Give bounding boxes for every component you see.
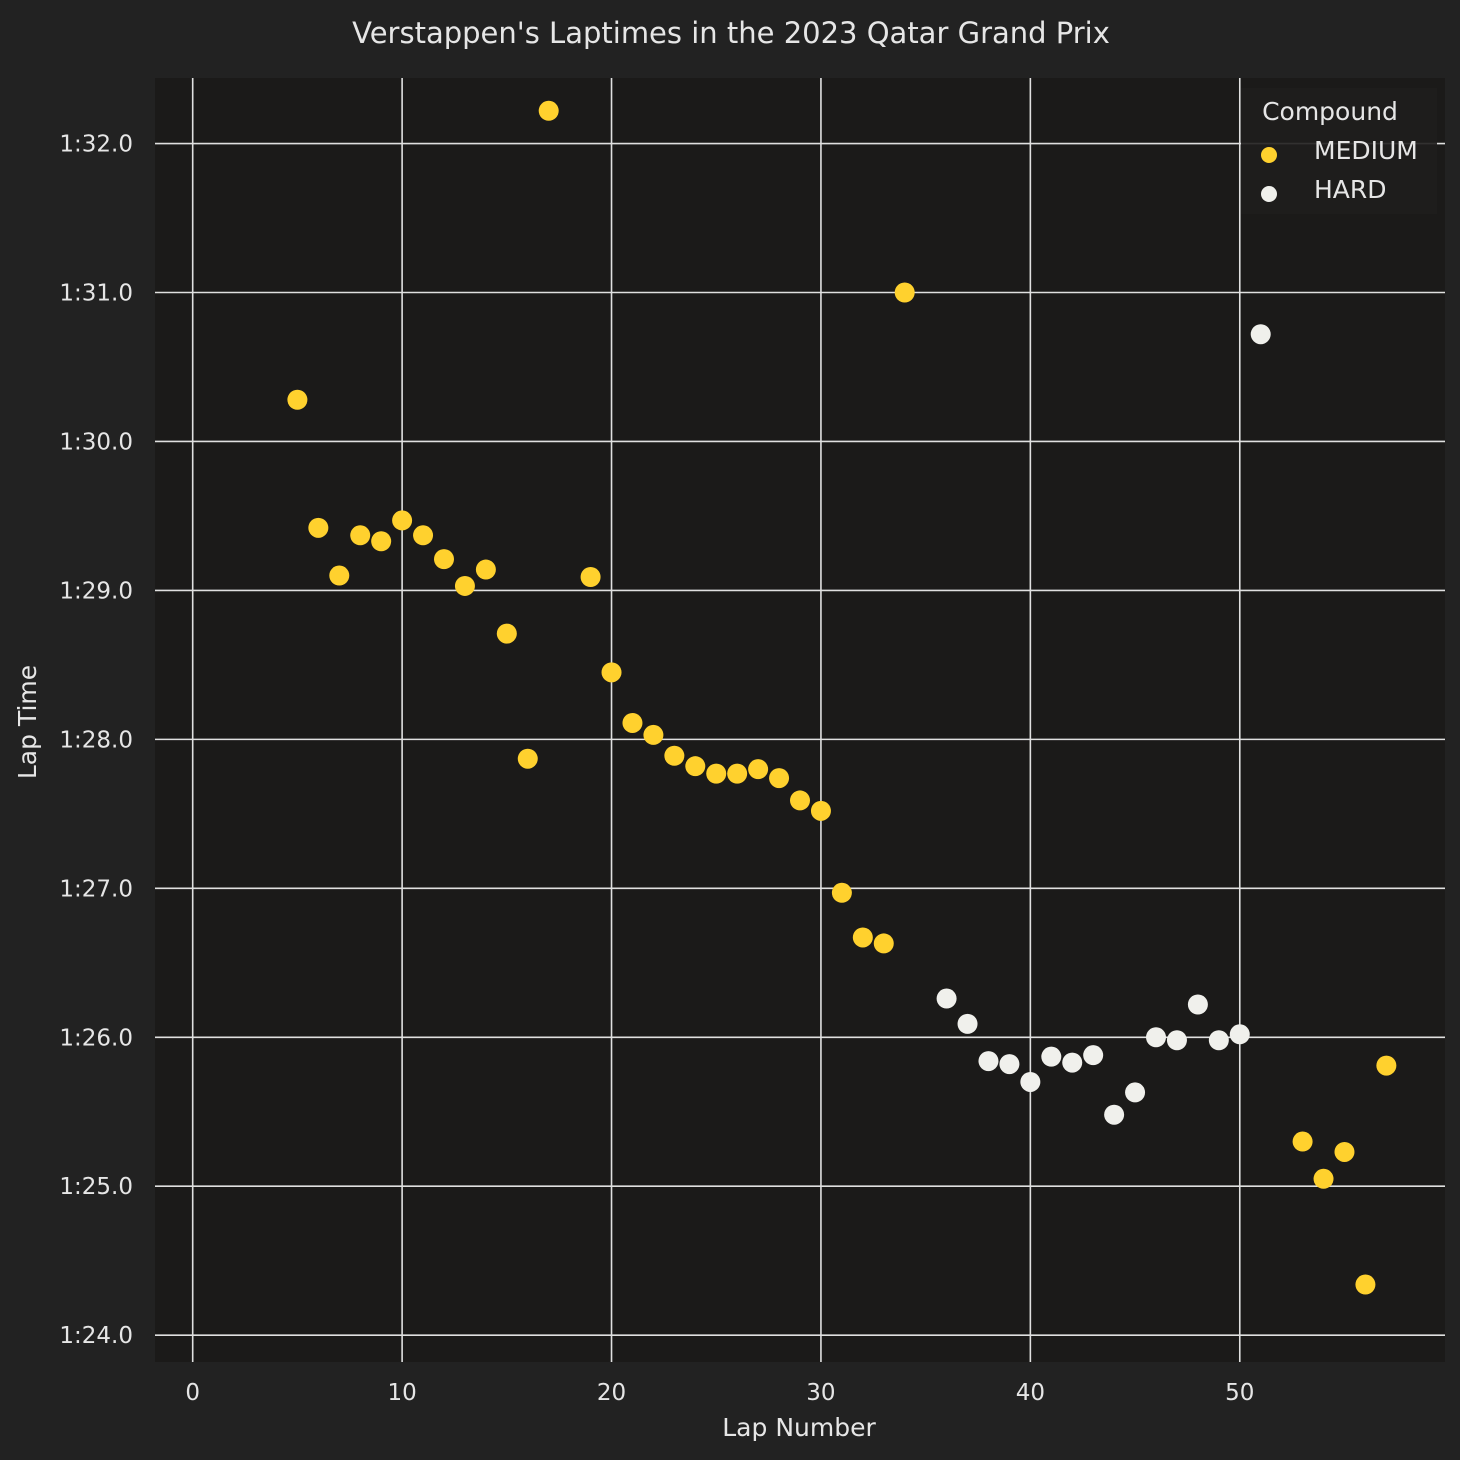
data-point-medium <box>308 517 329 538</box>
data-point-hard <box>1229 1024 1250 1045</box>
data-point-medium <box>810 800 831 821</box>
data-point-medium <box>622 712 643 733</box>
data-point-medium <box>433 549 454 570</box>
data-point-medium <box>392 510 413 531</box>
y-tick-label: 1:32.0 <box>59 132 133 158</box>
data-point-medium <box>350 525 371 546</box>
legend-marker-hard <box>1261 186 1277 202</box>
chart-title: Verstappen's Laptimes in the 2023 Qatar … <box>352 16 1110 50</box>
data-point-hard <box>1166 1030 1187 1051</box>
data-point-medium <box>1334 1141 1355 1162</box>
y-tick-label: 1:25.0 <box>59 1174 133 1200</box>
legend-label-medium: MEDIUM <box>1314 136 1418 165</box>
legend-label-hard: HARD <box>1314 175 1387 204</box>
y-tick-label: 1:31.0 <box>59 280 133 306</box>
data-point-medium <box>790 790 810 811</box>
data-point-hard <box>1146 1027 1167 1048</box>
y-tick-label: 1:28.0 <box>59 727 133 753</box>
data-point-medium <box>371 531 392 552</box>
data-point-medium <box>706 763 727 784</box>
data-point-medium <box>1313 1168 1334 1189</box>
y-axis-label: Lap Time <box>13 665 42 779</box>
legend: Compound MEDIUM HARD <box>1241 88 1437 214</box>
data-point-hard <box>1083 1045 1104 1066</box>
data-point-medium <box>727 763 748 784</box>
data-point-medium <box>517 748 538 769</box>
x-tick-label: 30 <box>806 1380 835 1406</box>
x-tick-label: 10 <box>387 1380 416 1406</box>
data-point-medium <box>1355 1274 1376 1295</box>
data-point-medium <box>873 933 894 954</box>
x-axis-label: Lap Number <box>722 1413 876 1442</box>
plot-area <box>155 78 1445 1362</box>
x-tick-label: 40 <box>1016 1380 1045 1406</box>
data-point-medium <box>454 575 475 596</box>
data-point-medium <box>1292 1131 1313 1152</box>
data-point-hard <box>1041 1046 1062 1067</box>
data-point-medium <box>287 389 308 410</box>
data-point-hard <box>1020 1071 1041 1092</box>
series-medium <box>287 100 1397 1295</box>
data-point-medium <box>413 525 434 546</box>
data-point-medium <box>852 927 873 948</box>
data-point-hard <box>1208 1030 1229 1051</box>
legend-title: Compound <box>1262 97 1398 126</box>
x-tick-label: 20 <box>597 1380 626 1406</box>
data-point-hard <box>957 1013 978 1034</box>
data-point-hard <box>1250 324 1271 345</box>
data-point-hard <box>1125 1082 1146 1103</box>
data-point-medium <box>580 567 601 588</box>
y-tick-label: 1:26.0 <box>59 1025 133 1051</box>
data-point-medium <box>496 623 517 644</box>
data-point-medium <box>894 282 915 303</box>
data-point-hard <box>1062 1052 1083 1073</box>
y-tick-label: 1:29.0 <box>59 578 133 604</box>
data-points <box>287 100 1397 1295</box>
data-point-medium <box>748 759 769 780</box>
data-point-hard <box>978 1051 999 1072</box>
data-point-medium <box>475 559 496 580</box>
data-point-hard <box>1187 994 1208 1015</box>
x-axis-tick-labels: 0 10 20 30 40 50 <box>185 1380 1254 1406</box>
grid-lines <box>155 78 1445 1362</box>
data-point-hard <box>999 1054 1020 1075</box>
data-point-hard <box>936 988 957 1009</box>
x-tick-label: 0 <box>185 1380 200 1406</box>
data-point-medium <box>831 882 852 903</box>
data-point-medium <box>1376 1055 1397 1076</box>
data-point-medium <box>601 662 622 683</box>
y-tick-label: 1:24.0 <box>59 1323 133 1349</box>
y-tick-label: 1:30.0 <box>59 429 133 455</box>
series-hard <box>936 324 1271 1125</box>
data-point-medium <box>643 724 664 745</box>
y-tick-label: 1:27.0 <box>59 876 133 902</box>
data-point-medium <box>329 565 350 586</box>
data-point-medium <box>664 745 685 766</box>
data-point-medium <box>769 768 790 789</box>
data-point-hard <box>1104 1104 1125 1125</box>
data-point-medium <box>685 756 706 777</box>
y-axis-tick-labels: 1:24.0 1:25.0 1:26.0 1:27.0 1:28.0 1:29.0 1:30… <box>59 132 133 1350</box>
data-point-medium <box>538 100 559 121</box>
legend-marker-medium <box>1261 147 1277 163</box>
x-tick-label: 50 <box>1225 1380 1254 1406</box>
